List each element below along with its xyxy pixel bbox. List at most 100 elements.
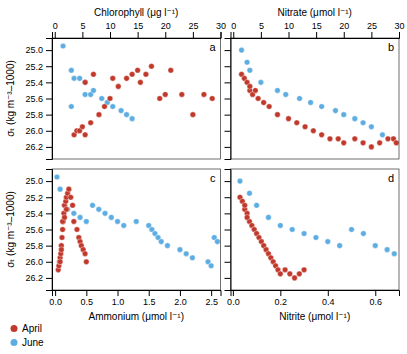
tick: 2.5 — [205, 290, 218, 307]
point — [69, 104, 75, 110]
chart: 05101520253025.025.225.425.625.826.026.2… — [0, 0, 407, 354]
point — [319, 132, 325, 138]
series — [60, 43, 135, 121]
tick: 25.2 — [25, 193, 52, 203]
point — [138, 80, 144, 86]
axis-line — [225, 170, 232, 291]
tick-label: 1.0 — [112, 297, 125, 307]
legend: April June — [11, 323, 45, 348]
tick-label: 25.8 — [25, 241, 43, 251]
point — [237, 178, 243, 184]
point — [62, 215, 68, 221]
point — [121, 223, 127, 229]
point — [57, 186, 63, 192]
point — [247, 190, 253, 196]
tick-mark — [138, 32, 139, 38]
point — [190, 255, 196, 261]
tick-mark — [225, 115, 231, 116]
tick-mark — [211, 290, 212, 296]
point — [297, 96, 303, 102]
point — [377, 140, 383, 146]
tick-label: 15 — [312, 21, 322, 31]
point — [311, 128, 317, 134]
tick-mark — [118, 290, 119, 296]
tick-label: 20 — [161, 21, 171, 31]
plot-frame — [231, 38, 400, 159]
series — [239, 47, 385, 137]
tick — [225, 131, 231, 132]
point — [286, 116, 292, 122]
tick-mark — [46, 213, 52, 214]
point — [108, 215, 114, 221]
tick-mark — [46, 82, 52, 83]
tick-mark — [225, 262, 231, 263]
tick-mark — [165, 32, 166, 38]
x-axis-title: Ammonium (μmol l⁻¹) — [89, 311, 185, 322]
tick-mark — [225, 230, 231, 231]
point — [278, 271, 284, 277]
point — [68, 194, 74, 200]
point — [59, 235, 65, 241]
point — [360, 120, 366, 126]
tick: 0.0 — [227, 290, 240, 307]
tick-mark — [261, 32, 262, 38]
legend-label: April — [22, 323, 42, 334]
legend-item: June — [11, 337, 45, 348]
point — [124, 76, 130, 82]
point — [287, 271, 293, 277]
tick-label: 26.2 — [25, 273, 43, 283]
point — [129, 116, 135, 122]
tick-mark — [289, 32, 290, 38]
y-axis: 25.025.225.425.625.826.026.2 — [25, 170, 52, 291]
tick-mark — [225, 66, 231, 67]
series — [237, 194, 307, 280]
tick-mark — [225, 197, 231, 198]
series — [54, 174, 220, 268]
point — [258, 80, 264, 86]
point — [215, 239, 221, 245]
tick: 0.0 — [49, 290, 62, 307]
point — [64, 207, 70, 213]
point — [74, 227, 80, 233]
point — [352, 136, 358, 142]
tick — [225, 115, 231, 116]
point — [319, 104, 325, 110]
tick-mark — [55, 32, 56, 38]
point — [135, 67, 141, 73]
x-axis-title: Nitrate (μmol l⁻¹) — [278, 7, 352, 18]
tick: 30 — [394, 21, 404, 38]
point — [313, 235, 319, 241]
point — [292, 275, 298, 281]
tick: 0.2 — [275, 290, 288, 307]
point — [209, 96, 215, 102]
axis-line — [53, 32, 222, 39]
tick-label: 0.0 — [49, 297, 62, 307]
point — [254, 203, 260, 209]
tick-label: 26.0 — [25, 126, 43, 136]
point — [96, 207, 102, 213]
plot-area — [60, 43, 215, 137]
point — [102, 211, 108, 217]
plot-area — [54, 174, 220, 272]
x-axis: 051015202530 — [231, 21, 405, 39]
tick-mark — [375, 290, 376, 296]
tick: 25.8 — [25, 241, 52, 251]
point — [80, 124, 86, 130]
tick-mark — [86, 290, 87, 296]
axis-line — [53, 291, 222, 297]
point — [84, 259, 90, 265]
tick-label: 26.2 — [25, 142, 43, 152]
plot-area — [237, 178, 397, 280]
x-axis: 0.00.20.40.6 — [227, 290, 399, 307]
tick-label: 10 — [284, 21, 294, 31]
tick: 0.5 — [81, 290, 94, 307]
point — [90, 203, 96, 209]
tick: 26.2 — [25, 273, 52, 283]
panel-label: c — [210, 172, 216, 184]
tick-label: 10 — [106, 21, 116, 31]
point — [82, 132, 88, 138]
tick: 26.2 — [25, 142, 52, 152]
point — [99, 96, 105, 102]
tick-mark — [225, 278, 231, 279]
tick — [225, 278, 231, 279]
